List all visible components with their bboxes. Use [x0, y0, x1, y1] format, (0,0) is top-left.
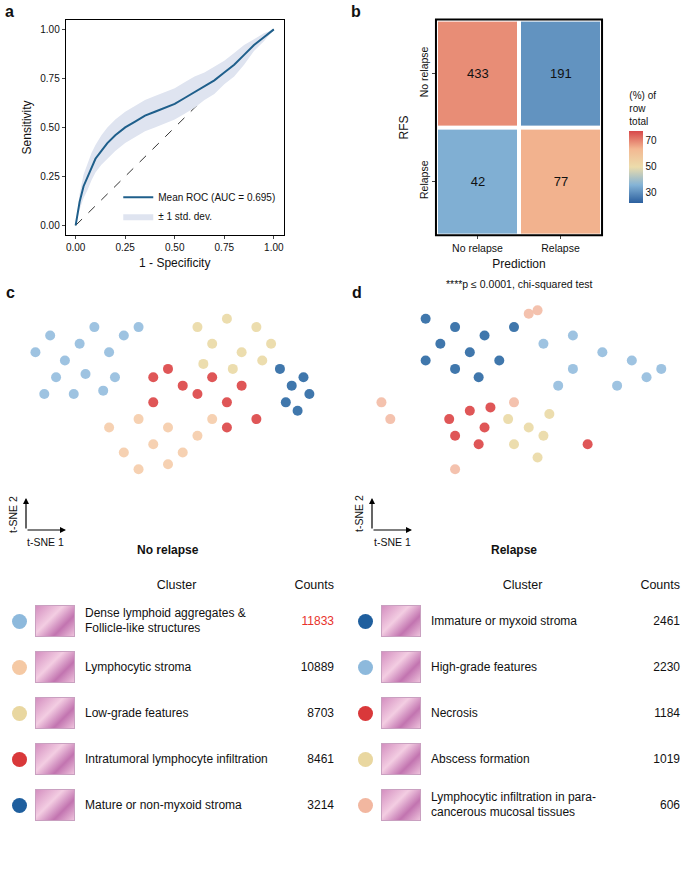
svg-text:77: 77 — [554, 174, 568, 189]
svg-text:70: 70 — [646, 135, 658, 146]
svg-text:t-SNE 1: t-SNE 1 — [374, 536, 411, 548]
svg-text:30: 30 — [646, 187, 658, 198]
svg-text:b: b — [351, 3, 361, 20]
html-text:606: 606 — [660, 798, 680, 812]
svg-text:0.50: 0.50 — [165, 242, 185, 253]
svg-text:42: 42 — [471, 174, 485, 189]
svg-text:****p ≤ 0.0001, chi-squared te: ****p ≤ 0.0001, chi-squared test — [446, 278, 593, 290]
svg-text:0.50: 0.50 — [40, 122, 60, 133]
svg-text:Prediction: Prediction — [492, 257, 545, 271]
html-text:2461: 2461 — [653, 614, 680, 628]
svg-text:c: c — [6, 284, 15, 301]
svg-text:0.00: 0.00 — [40, 220, 60, 231]
svg-text:0.25: 0.25 — [40, 171, 60, 182]
svg-text:t-SNE 2: t-SNE 2 — [7, 496, 19, 533]
svg-text:± 1 std. dev.: ± 1 std. dev. — [158, 211, 212, 222]
html-text:8703: 8703 — [307, 706, 334, 720]
svg-text:t-SNE 1: t-SNE 1 — [27, 536, 64, 548]
svg-text:0.75: 0.75 — [40, 73, 60, 84]
svg-text:Relapse: Relapse — [418, 160, 430, 199]
html-text:Immature or myxoid stroma: Immature or myxoid stroma — [431, 613, 577, 628]
svg-text:0.00: 0.00 — [66, 242, 86, 253]
svg-text:191: 191 — [550, 66, 572, 81]
html-text:3214: 3214 — [307, 798, 334, 812]
svg-text:Relapse: Relapse — [491, 543, 537, 557]
svg-text:d: d — [352, 284, 362, 301]
html-text:Lymphocytic infiltration in pa: Lymphocytic infiltration in para-cancero… — [431, 790, 596, 819]
html-text:Mature or non-myxoid stroma: Mature or non-myxoid stroma — [85, 797, 242, 812]
html-text:8461: 8461 — [307, 752, 334, 766]
html-text:High-grade features: High-grade features — [431, 659, 538, 674]
svg-text:t-SNE 2: t-SNE 2 — [353, 495, 365, 532]
svg-text:0.75: 0.75 — [215, 242, 235, 253]
svg-text:1.00: 1.00 — [40, 24, 60, 35]
html-text:Counts: Counts — [640, 578, 680, 592]
html-text:Counts: Counts — [294, 578, 334, 592]
svg-text:No relapse: No relapse — [418, 46, 430, 97]
html-text:Cluster: Cluster — [502, 577, 543, 592]
html-text:11833: 11833 — [301, 614, 334, 628]
html-text:10889: 10889 — [300, 660, 334, 674]
svg-text:1 - Specificity: 1 - Specificity — [139, 256, 210, 270]
svg-text:0.25: 0.25 — [115, 242, 135, 253]
html-text:2230: 2230 — [653, 660, 680, 674]
html-text:Low-grade features: Low-grade features — [85, 705, 189, 720]
svg-text:Relapse: Relapse — [541, 242, 580, 254]
svg-text:Sensitivity: Sensitivity — [20, 100, 34, 154]
svg-text:50: 50 — [646, 161, 658, 172]
svg-text:(%) ofrowtotal: (%) ofrowtotal — [629, 90, 656, 127]
html-text:Dense lymphoid aggregates & Fo: Dense lymphoid aggregates & Follicle-lik… — [85, 606, 246, 635]
html-text:Necrosis: Necrosis — [431, 705, 478, 720]
svg-text:No relapse: No relapse — [452, 242, 503, 254]
svg-text:No relapse: No relapse — [137, 543, 199, 557]
html-text:Abscess formation: Abscess formation — [431, 751, 530, 766]
html-text:Intratumoral lymphocyte infilt: Intratumoral lymphocyte infiltration — [85, 751, 268, 766]
svg-text:1.00: 1.00 — [264, 242, 284, 253]
html-text:1184: 1184 — [654, 706, 680, 720]
svg-text:Mean ROC (AUC = 0.695): Mean ROC (AUC = 0.695) — [158, 192, 275, 203]
svg-text:a: a — [5, 3, 14, 20]
html-text:Lymphocytic stroma: Lymphocytic stroma — [85, 659, 192, 674]
html-text:Cluster: Cluster — [156, 577, 197, 592]
html-text:1019: 1019 — [653, 752, 680, 766]
svg-text:433: 433 — [467, 66, 489, 81]
svg-text:RFS: RFS — [397, 115, 411, 139]
